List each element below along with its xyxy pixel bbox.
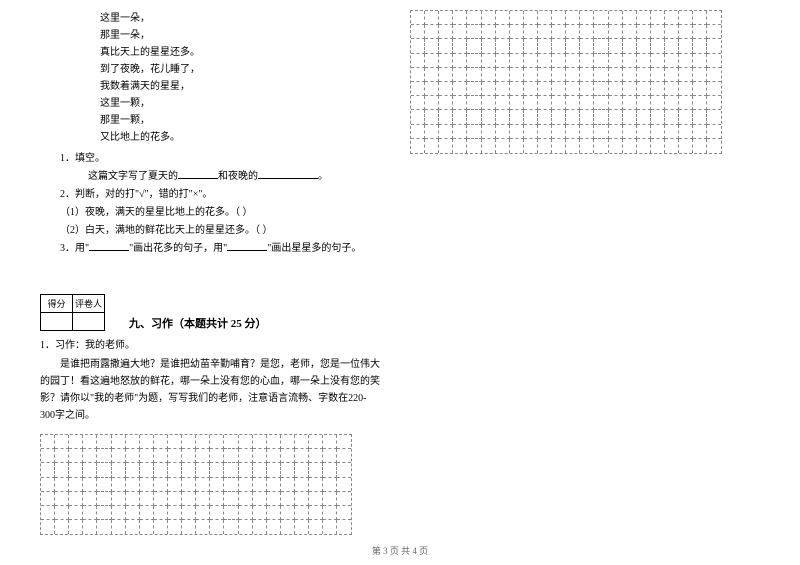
fill-blank[interactable] [178, 169, 218, 179]
fill-blank[interactable] [227, 241, 267, 251]
section-9-intro: 1．习作：我的老师。 [40, 337, 380, 354]
two-column-layout: 这里一朵， 那里一朵， 真比天上的星星还多。 到了夜晚，花儿睡了， 我数着满天的… [40, 10, 760, 535]
q1-header: 1．填空。 [60, 150, 380, 168]
questions-block: 1．填空。 这篇文字写了夏天的 和夜晚的 。 2．判断，对的打"√"，错的打"×"。… [60, 150, 380, 258]
q1-text-a: 这篇文字写了夏天的 [88, 171, 178, 182]
score-cell-empty[interactable] [73, 313, 105, 331]
q3-b: "画出花多的句子，用" [129, 243, 227, 254]
q2-sub-a: （1）夜晚，满天的星星比地上的花多。（ ） [60, 204, 380, 222]
q2-header: 2．判断，对的打"√"，错的打"×"。 [60, 186, 380, 204]
q1-text-c: 。 [318, 171, 328, 182]
poem-line: 这里一颗， [100, 95, 380, 112]
score-table: 得分 评卷人 [40, 294, 105, 331]
page-footer: 第 3 页 共 4 页 [0, 544, 800, 557]
writing-grid-right[interactable] [410, 10, 722, 154]
section-9-title: 九、习作（本题共计 25 分） [129, 315, 267, 331]
right-column [410, 10, 750, 535]
section-9-body: 是谁把雨露撒遍大地？是谁把幼苗辛勤哺育？是您，老师，您是一位伟大的园丁！看这遍地… [40, 356, 380, 424]
q3-line: 3．用" "画出花多的句子，用" "画出星星多的句子。 [60, 240, 380, 258]
q1-text-b: 和夜晚的 [218, 171, 258, 182]
q3-c: "画出星星多的句子。 [267, 243, 361, 254]
poem-block: 这里一朵， 那里一朵， 真比天上的星星还多。 到了夜晚，花儿睡了， 我数着满天的… [100, 10, 380, 146]
left-column: 这里一朵， 那里一朵， 真比天上的星星还多。 到了夜晚，花儿睡了， 我数着满天的… [40, 10, 380, 535]
score-cell-label: 得分 [41, 295, 73, 313]
poem-line: 真比天上的星星还多。 [100, 44, 380, 61]
page-wrap: 这里一朵， 那里一朵， 真比天上的星星还多。 到了夜晚，花儿睡了， 我数着满天的… [0, 0, 800, 565]
score-cell-label: 评卷人 [73, 295, 105, 313]
section-header-row: 得分 评卷人 九、习作（本题共计 25 分） [40, 294, 380, 331]
poem-line: 到了夜晚，花儿睡了， [100, 61, 380, 78]
q1-fill: 这篇文字写了夏天的 和夜晚的 。 [88, 168, 380, 186]
fill-blank[interactable] [89, 241, 129, 251]
poem-line: 我数着满天的星星， [100, 78, 380, 95]
score-cell-empty[interactable] [41, 313, 73, 331]
poem-line: 这里一朵， [100, 10, 380, 27]
fill-blank[interactable] [258, 169, 318, 179]
poem-line: 又比地上的花多。 [100, 129, 380, 146]
poem-line: 那里一颗， [100, 112, 380, 129]
q2-sub-b: （2）白天，满地的鲜花比天上的星星还多。（ ） [60, 222, 380, 240]
poem-line: 那里一朵， [100, 27, 380, 44]
q3-a: 3．用" [60, 243, 89, 254]
writing-grid-left[interactable] [40, 434, 352, 535]
